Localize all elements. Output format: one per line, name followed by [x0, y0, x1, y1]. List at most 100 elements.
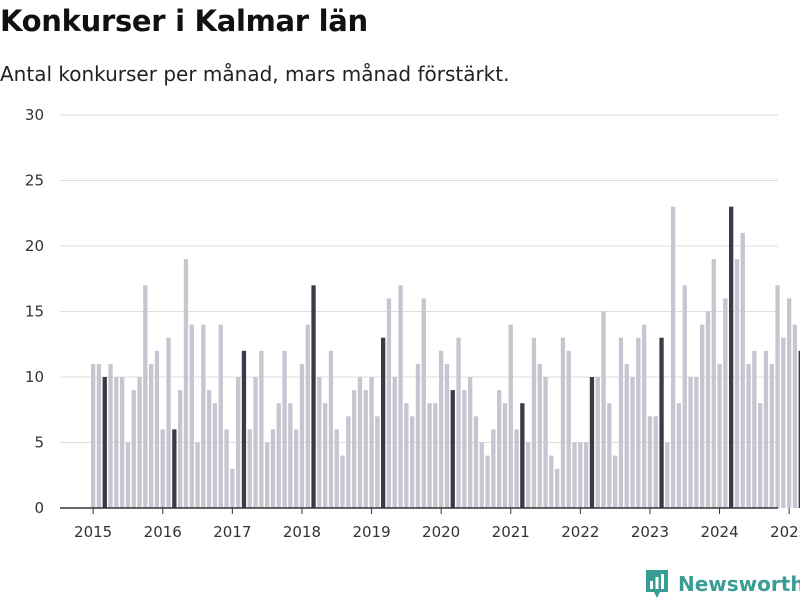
bar	[671, 206, 676, 508]
bar	[305, 324, 310, 508]
bar	[497, 390, 502, 508]
bar	[468, 377, 473, 508]
bar	[195, 442, 200, 508]
bar	[120, 377, 125, 508]
bar	[572, 442, 577, 508]
x-tick-label: 2022	[561, 523, 599, 541]
bar	[688, 377, 693, 508]
bar	[717, 363, 722, 508]
bar	[798, 350, 800, 508]
brand-name: Newsworthy	[678, 572, 800, 596]
bar	[334, 429, 339, 508]
chart-title: Konkurser i Kalmar län	[0, 4, 368, 38]
bar	[328, 350, 334, 508]
bar	[508, 324, 513, 508]
bar	[491, 429, 496, 508]
bar	[502, 403, 508, 508]
x-axis: 2015 2016 2017 2018 2019 2020 2021 2022 2023 2024…	[60, 507, 800, 541]
bar	[201, 324, 206, 508]
bar	[769, 363, 774, 508]
bar	[630, 377, 635, 508]
bar	[653, 416, 658, 508]
bar	[288, 403, 293, 508]
bar	[276, 403, 281, 508]
bar	[270, 429, 276, 508]
newsworthy-logo[interactable]: Newsworthy	[644, 567, 800, 601]
bar	[729, 206, 734, 508]
bar	[462, 390, 467, 508]
bar	[183, 259, 189, 508]
bar	[781, 337, 786, 508]
bar	[149, 363, 154, 508]
bar	[560, 337, 566, 508]
bar	[102, 377, 107, 508]
bar	[212, 403, 218, 508]
bar	[549, 455, 554, 508]
bar	[352, 390, 357, 508]
x-tick-label: 2017	[213, 523, 251, 541]
bar	[224, 429, 229, 508]
bar	[752, 350, 757, 508]
bar	[137, 377, 142, 508]
bar	[700, 324, 705, 508]
bar	[601, 311, 606, 508]
bar	[143, 285, 148, 508]
bar	[91, 363, 96, 508]
bar	[607, 403, 612, 508]
bar	[189, 324, 194, 508]
bar	[241, 350, 247, 508]
bar	[444, 363, 450, 508]
bar	[595, 377, 600, 508]
bar	[526, 442, 531, 508]
x-tick-label: 2015	[74, 523, 112, 541]
x-tick-label: 2018	[283, 523, 321, 541]
bar	[398, 285, 403, 508]
bar	[323, 403, 328, 508]
bar	[369, 377, 374, 508]
bar	[705, 311, 711, 508]
chart-subtitle: Antal konkurser per månad, mars månad fö…	[0, 62, 510, 86]
x-tick-label: 2019	[352, 523, 390, 541]
bar	[439, 350, 444, 508]
bars	[91, 206, 800, 508]
bar	[682, 285, 687, 508]
y-tick-label: 30	[25, 106, 44, 124]
bar	[114, 377, 119, 508]
bar	[763, 350, 769, 508]
bar	[613, 455, 618, 508]
bar	[381, 337, 386, 508]
bar	[357, 377, 363, 508]
bar	[676, 403, 682, 508]
bar	[566, 350, 571, 508]
bar	[711, 259, 716, 508]
bar	[346, 416, 351, 508]
bar	[694, 377, 699, 508]
bar	[578, 442, 583, 508]
x-tick-label: 2023	[631, 523, 669, 541]
bar	[160, 429, 165, 508]
x-tick-label: 2020	[422, 523, 460, 541]
bar	[531, 337, 537, 508]
bar	[636, 337, 641, 508]
bar	[520, 403, 525, 508]
y-tick-label: 5	[34, 434, 44, 452]
x-tick-label: 2024	[700, 523, 738, 541]
bar	[404, 403, 409, 508]
bar	[624, 363, 629, 508]
bar	[514, 429, 519, 508]
bar	[265, 442, 270, 508]
bar-chart-icon	[646, 570, 668, 598]
bar	[456, 337, 461, 508]
bar	[787, 298, 792, 508]
bar	[415, 363, 421, 508]
bar	[230, 468, 235, 508]
bar	[166, 337, 171, 508]
bar	[758, 403, 763, 508]
y-axis: 0 5 10 15 20 25 30	[25, 106, 44, 517]
bar	[647, 416, 653, 508]
bar	[178, 390, 183, 508]
bar	[386, 298, 392, 508]
bar	[642, 324, 647, 508]
